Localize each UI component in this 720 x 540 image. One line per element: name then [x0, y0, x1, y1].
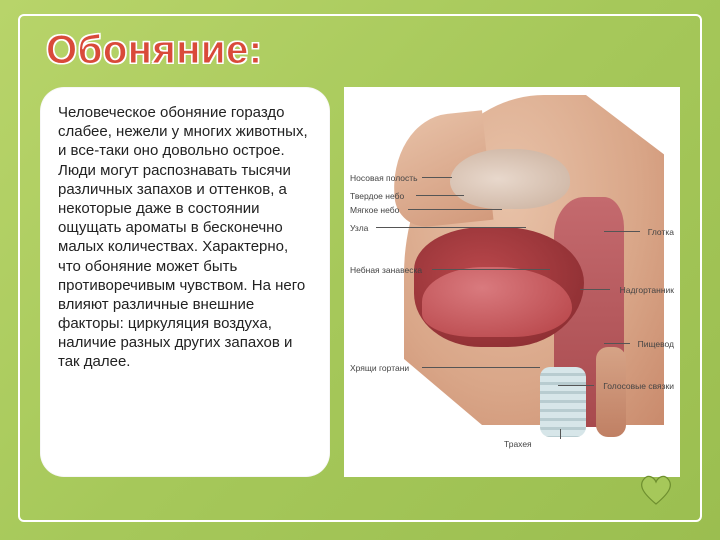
lead-esophagus	[604, 343, 630, 344]
lead-palatine-curtain	[432, 269, 550, 270]
anatomy-shapes: Носовая полость Твердое небо Мягкое небо…	[344, 87, 680, 477]
inner-frame: Обоняние: Человеческое обоняние гораздо …	[18, 14, 702, 522]
label-larynx-cart: Хрящи гортани	[350, 363, 409, 373]
lead-vocal-cords	[558, 385, 594, 386]
label-soft-palate: Мягкое небо	[350, 205, 399, 215]
body-text: Человеческое обоняние гораздо слабее, не…	[58, 103, 314, 372]
body-text-card: Человеческое обоняние гораздо слабее, не…	[40, 87, 330, 477]
nasal-cavity-shape	[450, 149, 570, 209]
label-trachea: Трахея	[504, 439, 532, 449]
lead-pharynx	[604, 231, 640, 232]
lead-trachea	[560, 429, 561, 439]
label-palatine-curtain: Небная занавеска	[350, 265, 422, 275]
slide: Обоняние: Человеческое обоняние гораздо …	[0, 0, 720, 540]
lead-soft-palate	[408, 209, 502, 210]
heart-icon[interactable]	[638, 474, 674, 506]
slide-title: Обоняние:	[46, 28, 680, 73]
label-vocal-cords: Голосовые связки	[603, 381, 674, 391]
label-hard-palate: Твердое небо	[350, 191, 404, 201]
anatomy-diagram: Носовая полость Твердое небо Мягкое небо…	[344, 87, 680, 477]
lead-larynx-cart	[422, 367, 540, 368]
label-esophagus: Пищевод	[638, 339, 674, 349]
lead-epiglottis	[580, 289, 610, 290]
content-row: Человеческое обоняние гораздо слабее, не…	[40, 87, 680, 477]
lead-hard-palate	[416, 195, 464, 196]
label-pharynx: Глотка	[648, 227, 674, 237]
lead-nasal-cavity	[422, 177, 452, 178]
esophagus-shape	[596, 347, 626, 437]
label-uvula: Узла	[350, 223, 368, 233]
trachea-shape	[540, 367, 586, 437]
label-epiglottis: Надгортанник	[620, 285, 674, 295]
label-nasal-cavity: Носовая полость	[350, 173, 418, 183]
lead-uvula	[376, 227, 526, 228]
